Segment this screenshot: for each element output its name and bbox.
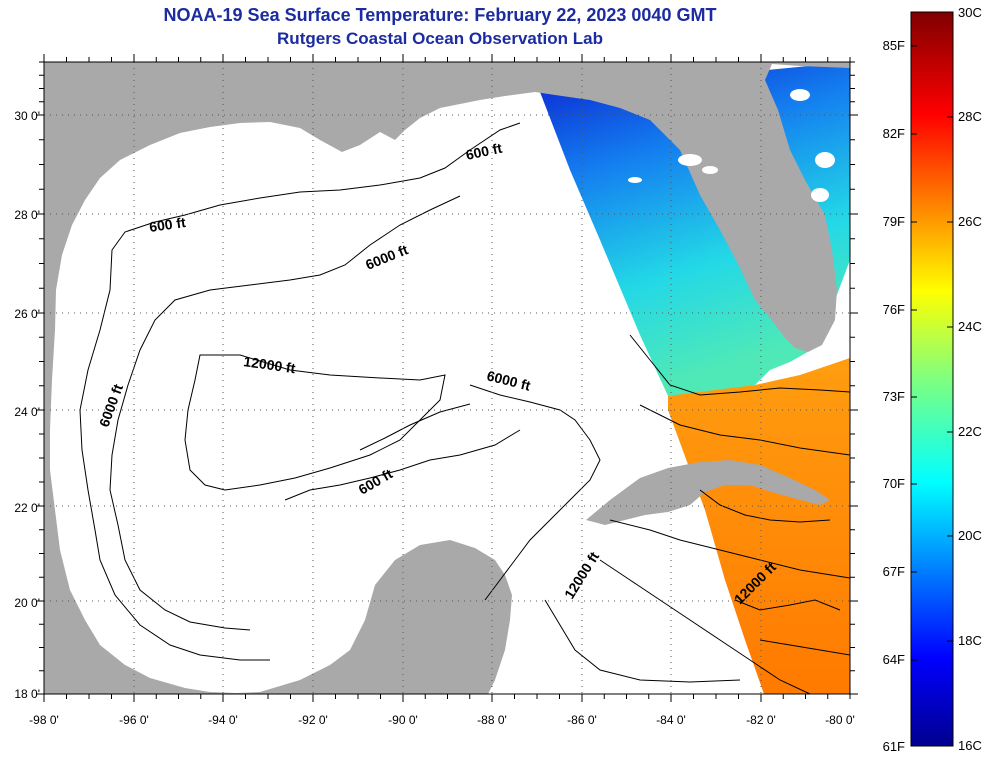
colorbar-f-label: 70F xyxy=(883,476,905,491)
colorbar-c-label: 28C xyxy=(958,109,982,124)
colorbar-f-label: 79F xyxy=(883,214,905,229)
sst-swath-south xyxy=(668,358,850,694)
lon-label: -92 0' xyxy=(298,713,328,727)
colorbar-gradient xyxy=(910,11,954,747)
map-title: NOAA-19 Sea Surface Temperature: Februar… xyxy=(163,5,717,25)
map-tick-marks xyxy=(36,54,858,702)
lon-label: -82 0' xyxy=(746,713,776,727)
map-graticule xyxy=(44,62,850,694)
longitude-labels: -98 0' -96 0' -94 0' -92 0' -90 0' -88 0… xyxy=(29,713,855,727)
latitude-labels: 18 0' 20 0' 22 0' 24 0' 26 0' 28 0' 30 0… xyxy=(14,109,40,701)
lat-label: 30 0' xyxy=(14,109,40,123)
land-central-america xyxy=(560,565,630,694)
colorbar-fahrenheit-labels: 85F 82F 79F 76F 73F 70F 67F 64F 61F xyxy=(883,38,905,754)
lon-label: -94 0' xyxy=(208,713,238,727)
colorbar-c-label: 20C xyxy=(958,528,982,543)
lon-label: -84 0' xyxy=(656,713,686,727)
lon-label: -90 0' xyxy=(388,713,418,727)
colorbar-f-label: 73F xyxy=(883,389,905,404)
lat-label: 22 0' xyxy=(14,501,40,515)
colorbar-f-label: 67F xyxy=(883,564,905,579)
colorbar-ticks xyxy=(911,45,953,661)
colorbar-c-label: 30C xyxy=(958,5,982,20)
cloud-speckles xyxy=(628,89,835,202)
lon-label: -88 0' xyxy=(477,713,507,727)
lon-label: -86 0' xyxy=(567,713,597,727)
lat-label: 24 0' xyxy=(14,405,40,419)
contour-label: 600 ft xyxy=(148,214,187,235)
lat-label: 26 0' xyxy=(14,307,40,321)
lon-label: -98 0' xyxy=(29,713,59,727)
bathymetry-contours xyxy=(79,122,850,694)
land-cuba xyxy=(586,460,830,525)
colorbar-c-label: 16C xyxy=(958,738,982,753)
contour-label: 600 ft xyxy=(464,140,503,163)
colorbar-c-label: 26C xyxy=(958,214,982,229)
lon-label: -80 0' xyxy=(825,713,855,727)
land-yucatan xyxy=(212,540,512,694)
contour-label: 12000 ft xyxy=(243,353,297,376)
temperature-colorbar: 85F 82F 79F 76F 73F 70F 67F 64F 61F 30C … xyxy=(883,5,982,754)
colorbar-f-label: 85F xyxy=(883,38,905,53)
land-us-coast xyxy=(44,62,850,694)
map-subtitle: Rutgers Coastal Ocean Observation Lab xyxy=(277,29,603,48)
lat-label: 20 0' xyxy=(14,596,40,610)
colorbar-c-label: 22C xyxy=(958,424,982,439)
lon-label: -96 0' xyxy=(119,713,149,727)
colorbar-c-label: 24C xyxy=(958,319,982,334)
lat-label: 18 0' xyxy=(14,687,40,701)
colorbar-f-label: 76F xyxy=(883,302,905,317)
colorbar-c-label: 18C xyxy=(958,633,982,648)
colorbar-f-label: 61F xyxy=(883,739,905,754)
colorbar-f-label: 82F xyxy=(883,126,905,141)
colorbar-f-label: 64F xyxy=(883,652,905,667)
colorbar-celsius-labels: 30C 28C 26C 24C 22C 20C 18C 16C xyxy=(958,5,982,753)
lat-label: 28 0' xyxy=(14,208,40,222)
